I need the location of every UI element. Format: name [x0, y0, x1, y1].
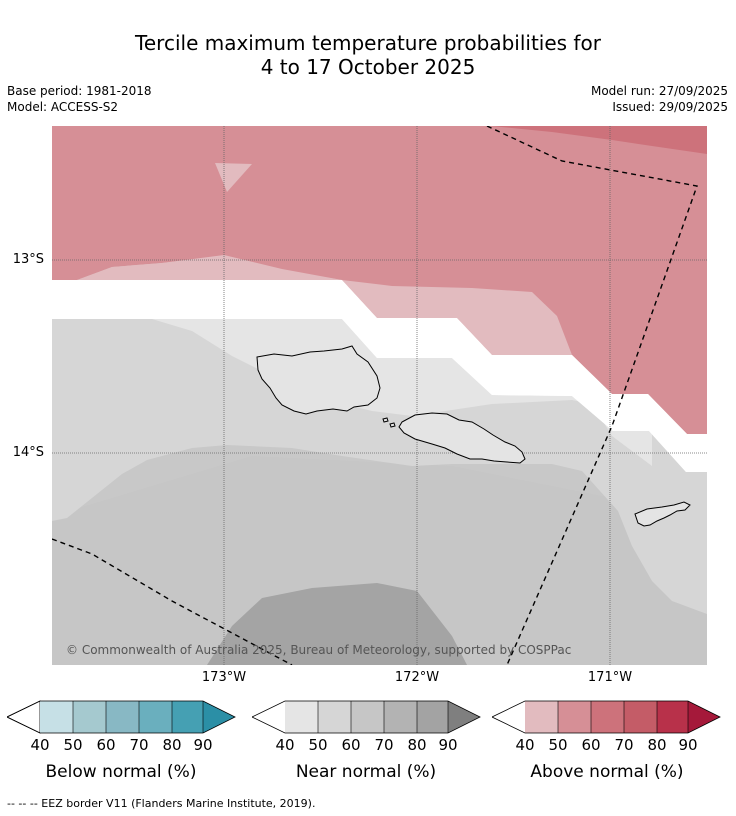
meta-left: Base period: 1981-2018 Model: ACCESS-S2	[7, 83, 152, 115]
savaii-island	[256, 345, 381, 415]
above-90	[688, 701, 720, 733]
map-svg	[52, 126, 707, 665]
below-normal-colorbar	[7, 700, 236, 734]
near-60	[351, 701, 384, 733]
near-tick: 40	[275, 736, 295, 754]
eez-border	[52, 126, 698, 665]
above-tick: 80	[647, 736, 667, 754]
manono-islet	[382, 417, 389, 423]
near-tick: 60	[341, 736, 361, 754]
lon-label-171w: 171°W	[587, 670, 633, 685]
below-70	[139, 701, 172, 733]
issued-date: Issued: 29/09/2025	[612, 100, 728, 114]
above-normal-50-region	[52, 126, 707, 434]
below-90	[203, 701, 235, 733]
above-normal-label: Above normal (%)	[530, 762, 684, 782]
copyright-notice: © Commonwealth of Australia 2025, Bureau…	[66, 643, 572, 657]
upolu-island	[398, 412, 526, 464]
below-tick: 90	[193, 736, 213, 754]
model-name: Model: ACCESS-S2	[7, 100, 119, 114]
no-signal-band-top	[52, 280, 707, 472]
above-80	[657, 701, 688, 733]
title-line-2: 4 to 17 October 2025	[260, 55, 476, 79]
base-period: Base period: 1981-2018	[7, 84, 152, 98]
above-50	[558, 701, 591, 733]
lon-label-172w: 172°W	[394, 670, 440, 685]
near-tick: 50	[308, 736, 328, 754]
below-tick: 40	[30, 736, 50, 754]
below-tick: 70	[129, 736, 149, 754]
apolima-islet	[389, 422, 396, 428]
near-tick: 80	[407, 736, 427, 754]
eez-footnote: -- -- -- EEZ border V11 (Flanders Marine…	[7, 797, 316, 810]
near-tick: 90	[438, 736, 458, 754]
lon-label-173w: 173°W	[201, 670, 247, 685]
near-normal-label: Near normal (%)	[295, 762, 437, 782]
below-50	[73, 701, 106, 733]
below-60	[106, 701, 139, 733]
near-40	[285, 701, 318, 733]
title-line-1: Tercile maximum temperature probabilitie…	[135, 31, 601, 55]
above-tick: 90	[678, 736, 698, 754]
near-normal-80-patch	[207, 583, 467, 665]
above-tick: 60	[581, 736, 601, 754]
above-normal-colorbar	[492, 700, 721, 734]
above-tick: 50	[548, 736, 568, 754]
tutuila-island	[634, 501, 691, 527]
above-60	[591, 701, 624, 733]
lat-label-13s: 13°S	[12, 252, 44, 267]
near-50	[318, 701, 351, 733]
map-panel: © Commonwealth of Australia 2025, Bureau…	[52, 126, 707, 665]
below-normal-label: Below normal (%)	[45, 762, 197, 782]
islands	[256, 345, 691, 527]
near-normal-60-band	[52, 456, 707, 665]
below-tick: 50	[63, 736, 83, 754]
near-80	[417, 701, 448, 733]
near-normal-50-region	[52, 318, 707, 614]
below-80	[172, 701, 203, 733]
above-normal-60-region	[492, 126, 707, 154]
above-40	[525, 701, 558, 733]
meta-right: Model run: 27/09/2025 Issued: 29/09/2025	[591, 83, 728, 115]
chart-title: Tercile maximum temperature probabilitie…	[0, 31, 736, 79]
below-tick: 60	[96, 736, 116, 754]
above-tick: 70	[614, 736, 634, 754]
model-run: Model run: 27/09/2025	[590, 84, 728, 98]
near-90	[448, 701, 480, 733]
above-70	[624, 701, 657, 733]
near-70	[384, 701, 417, 733]
below-40	[40, 701, 73, 733]
near-tick: 70	[374, 736, 394, 754]
below-tick: 80	[162, 736, 182, 754]
above-tick: 40	[515, 736, 535, 754]
lat-label-14s: 14°S	[12, 445, 44, 460]
near-normal-colorbar	[252, 700, 481, 734]
